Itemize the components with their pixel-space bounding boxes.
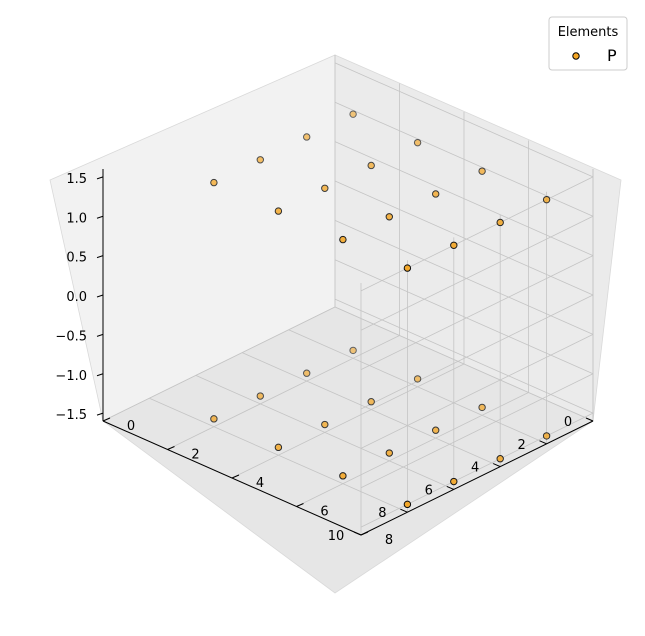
y-tick-mark	[296, 503, 304, 507]
y-tick-label: 8	[385, 533, 393, 548]
data-point	[256, 392, 264, 400]
gridline-y-floor	[231, 363, 465, 479]
x-tick-mark	[493, 463, 501, 468]
z-tick-label: 1.0	[66, 211, 87, 226]
data-point	[321, 420, 329, 429]
z-tick-mark	[96, 412, 104, 416]
data-point	[542, 195, 551, 204]
data-point	[303, 133, 311, 141]
data-point	[256, 156, 264, 164]
gridline-z-left	[360, 294, 594, 410]
axis-lines	[96, 169, 594, 536]
z-tick-label: 1.5	[66, 172, 87, 187]
gridline-z-right	[334, 259, 594, 375]
gridline-z-right	[334, 220, 594, 335]
data-point	[496, 218, 504, 227]
data-point	[210, 415, 218, 423]
data-point	[274, 443, 283, 452]
data-point	[349, 110, 357, 118]
data-point	[321, 184, 329, 192]
x-tick-label: 0	[564, 415, 572, 430]
y-tick-mark	[360, 531, 369, 536]
z-tick-label: −1.0	[55, 369, 87, 384]
data-point	[450, 241, 458, 249]
y-tick-label: 4	[256, 476, 264, 491]
x-tick-label: 6	[425, 483, 433, 498]
gridline-z-left	[360, 215, 594, 331]
x-tick-mark	[539, 440, 547, 445]
y-tick-label: 0	[127, 419, 135, 434]
data-point	[478, 403, 486, 412]
z-tick-label: −1.5	[55, 408, 87, 423]
x-axis-line	[360, 420, 594, 536]
gridline-z-right	[334, 180, 594, 296]
data-point	[542, 432, 551, 440]
z-tick-mark	[96, 176, 104, 180]
legend-entry-label: P	[607, 46, 617, 65]
y-tick-mark	[102, 417, 111, 422]
data-point	[349, 346, 357, 355]
data-point	[413, 375, 422, 383]
data-point	[478, 167, 486, 175]
gridline-y-floor	[167, 335, 400, 450]
gridline-z-left	[360, 176, 594, 292]
data-point	[413, 138, 422, 147]
data-point	[432, 190, 440, 198]
data-point	[403, 264, 412, 272]
data-point	[210, 178, 218, 187]
z-tick-mark	[96, 373, 104, 377]
data-point	[385, 213, 393, 221]
x-tick-label: 10	[328, 529, 345, 544]
x-tick-label: 2	[517, 438, 525, 453]
y-tick-label: 2	[191, 448, 199, 463]
gridline-z-left	[360, 412, 594, 528]
data-point	[274, 207, 283, 215]
data-point	[339, 472, 347, 480]
data-points	[210, 110, 551, 509]
gridline-z-right	[334, 141, 594, 256]
gridline-z-left	[360, 255, 594, 370]
data-point	[385, 449, 393, 457]
gridline-z-right	[334, 298, 594, 414]
legend-box	[548, 16, 628, 71]
z-tick-mark	[96, 255, 104, 259]
data-point	[367, 161, 375, 170]
gridline-z-left	[360, 334, 594, 449]
data-point	[367, 398, 375, 406]
gridline-z-right	[334, 101, 594, 217]
z-tick-mark	[96, 215, 104, 219]
z-tick-label: 0.5	[66, 251, 87, 266]
x-tick-mark	[400, 508, 408, 513]
legend-title: Elements	[558, 25, 619, 40]
z-tick-label: −0.5	[55, 329, 87, 344]
gridline-y-floor	[102, 306, 336, 422]
gridline-z-right	[334, 62, 594, 178]
data-point	[432, 426, 440, 434]
z-tick-label: 0.0	[66, 290, 87, 305]
z-tick-mark	[96, 294, 104, 298]
x-tick-mark	[585, 417, 594, 422]
data-point	[496, 455, 504, 463]
data-point	[303, 369, 311, 377]
gridline-z-left	[360, 373, 594, 489]
x-tick-mark	[353, 531, 362, 536]
x-tick-label: 4	[471, 461, 479, 476]
tick-labels: 0 2 4 6 8 10 0 2 4 6 8 −1.5 −1.0 −0.5 0.0 0.5 1.0 1.5	[55, 172, 572, 548]
z-tick-mark	[96, 333, 104, 337]
legend-marker	[572, 52, 580, 60]
y-tick-mark	[167, 446, 175, 450]
legend: Elements P	[548, 16, 628, 71]
data-point	[403, 500, 412, 509]
y-tick-mark	[231, 474, 240, 479]
x-tick-label: 8	[378, 506, 386, 521]
x-tick-mark	[446, 485, 454, 490]
data-point	[339, 235, 347, 244]
y-tick-label: 6	[320, 505, 328, 520]
data-point	[450, 477, 458, 486]
gridline-y-floor	[296, 392, 529, 507]
